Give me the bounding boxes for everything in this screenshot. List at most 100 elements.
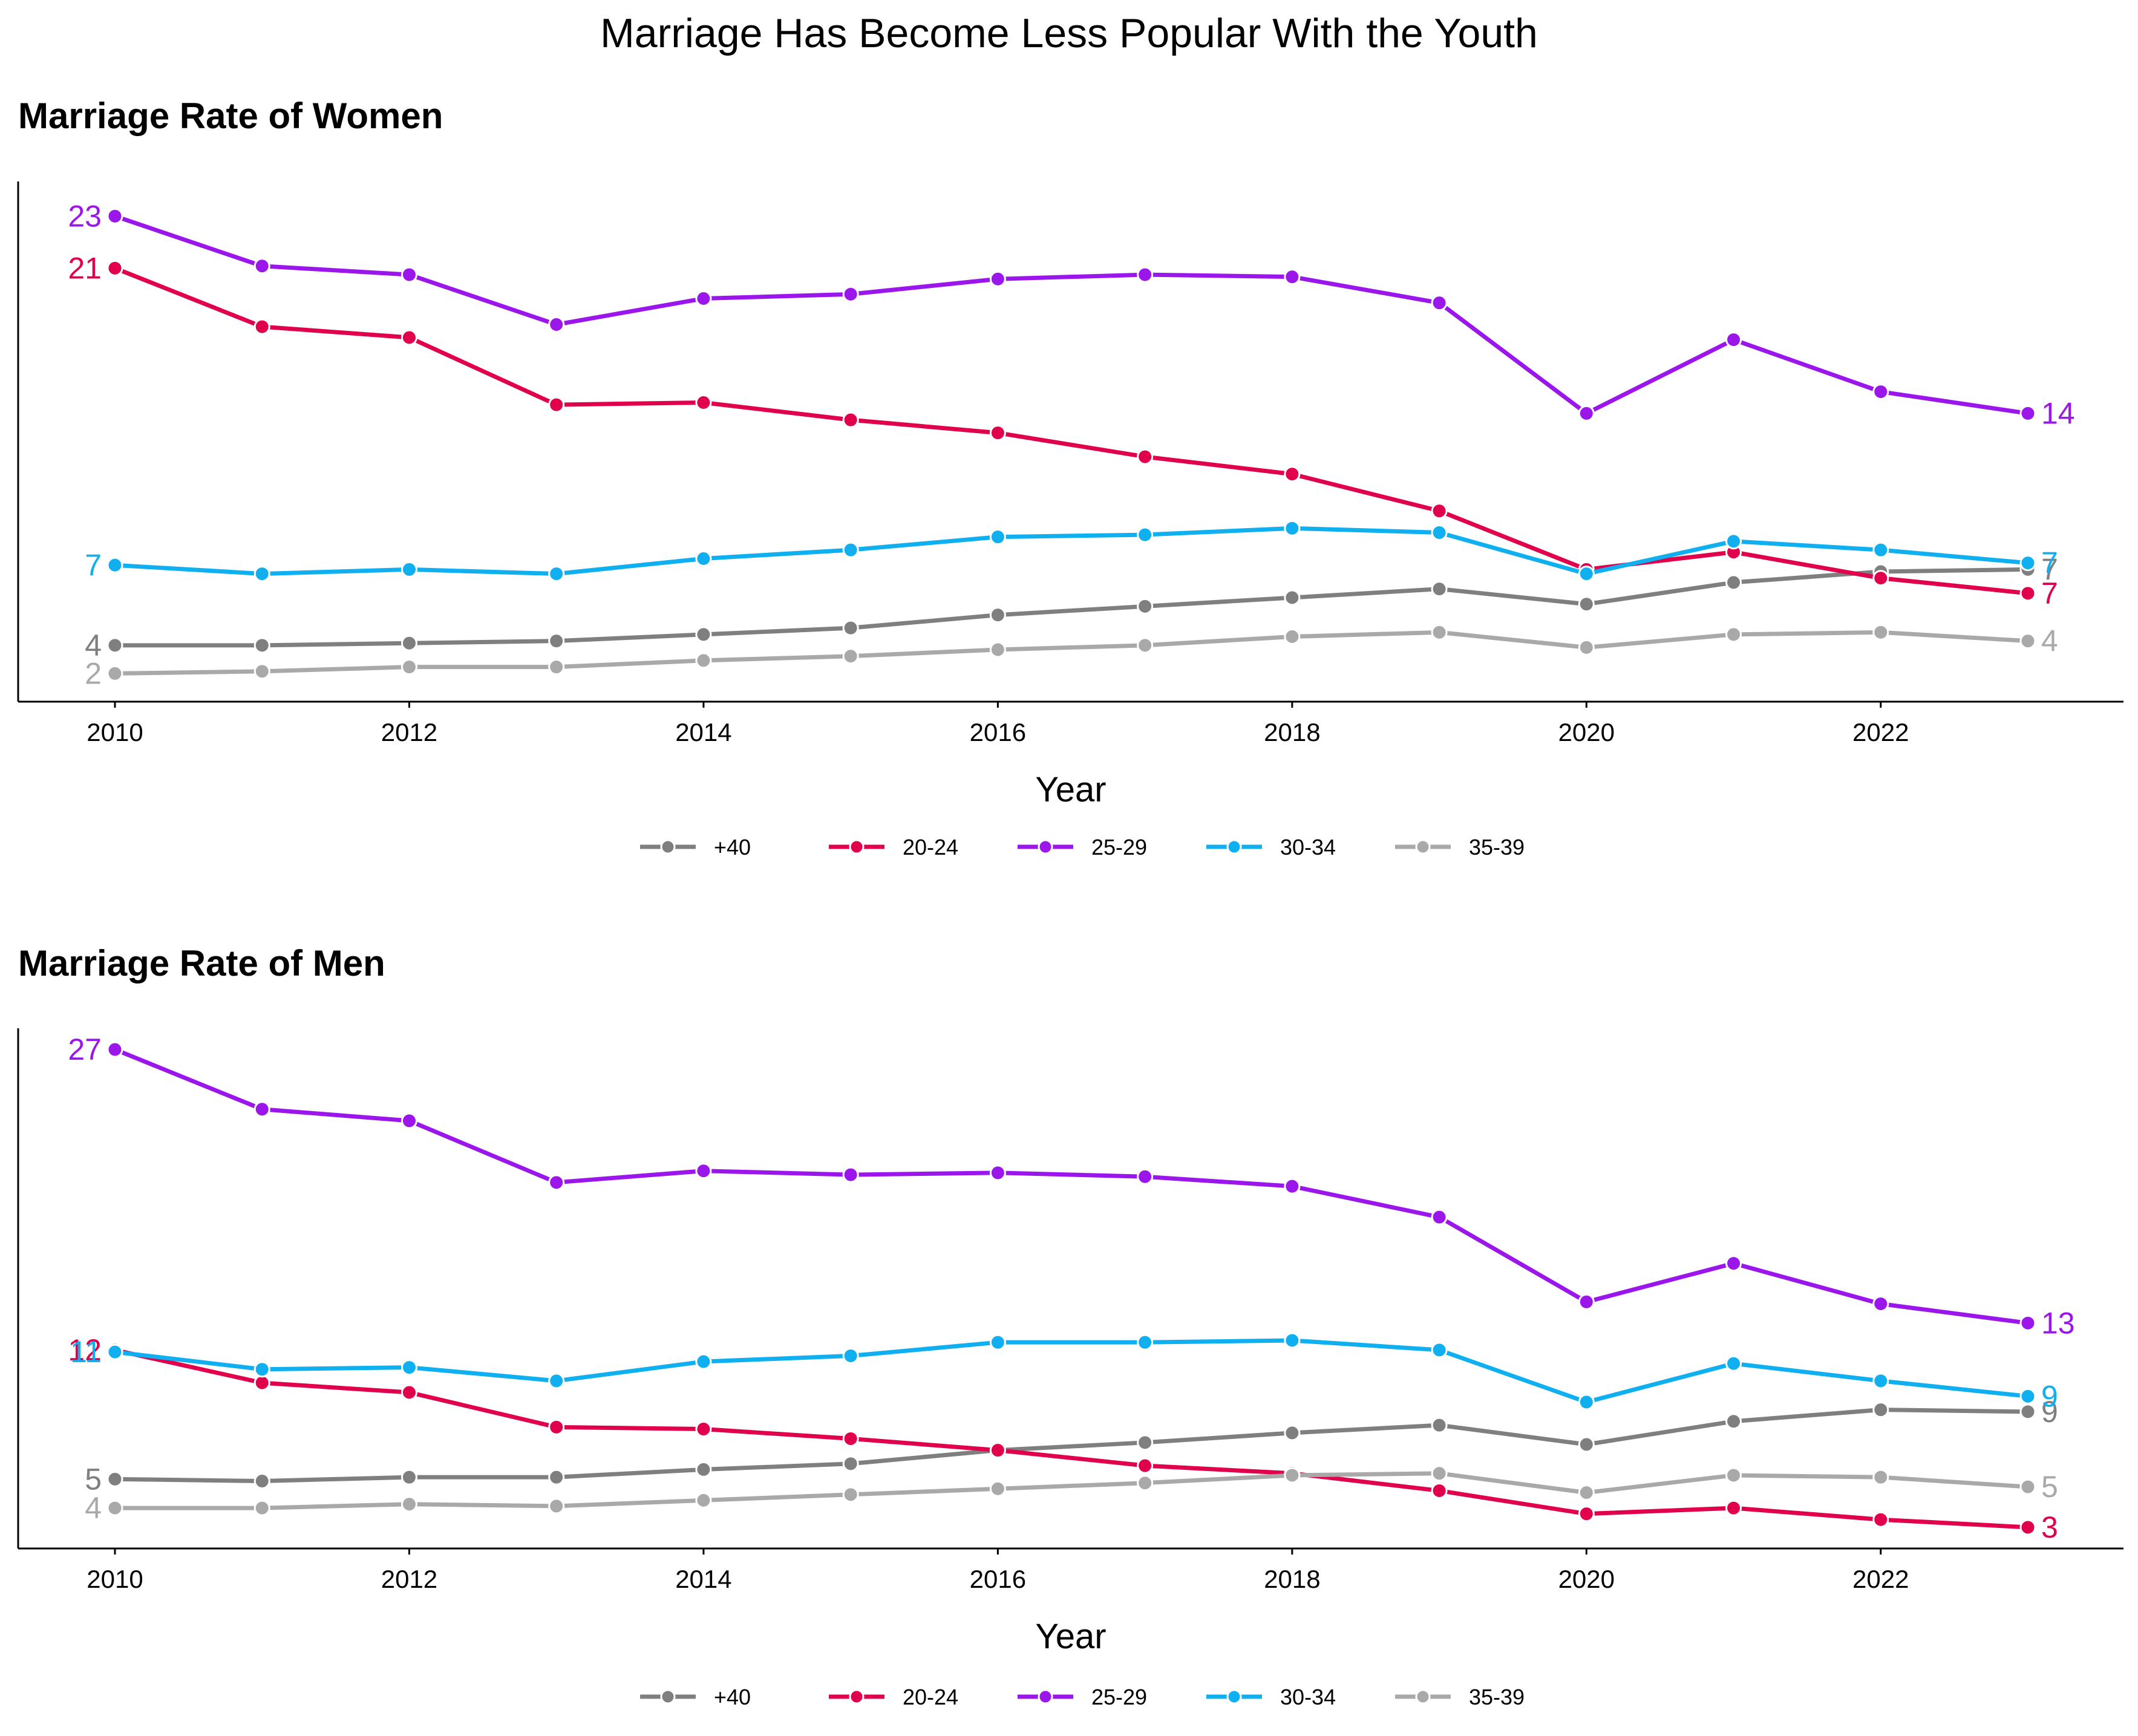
data-point [400, 329, 417, 346]
x-tick-label: 2022 [1852, 718, 1909, 746]
data-point [253, 1499, 270, 1516]
data-point [548, 1174, 565, 1191]
end-label: 14 [2041, 396, 2075, 430]
x-tick-label: 2020 [1558, 718, 1615, 746]
series-35-39 [106, 1465, 2036, 1516]
series-20-24 [106, 1342, 2036, 1536]
data-point [1725, 331, 1742, 348]
data-point [1872, 1402, 1889, 1418]
legend-label: 20-24 [903, 835, 958, 860]
data-point [1137, 1168, 1154, 1185]
data-point [695, 394, 712, 411]
data-point [1725, 1467, 1742, 1484]
legend-marker [1038, 1689, 1053, 1705]
legend-label: 30-34 [1280, 835, 1336, 860]
data-point [2019, 1314, 2036, 1331]
legend-marker [1415, 839, 1431, 855]
data-point [2019, 585, 2036, 602]
data-point [400, 1112, 417, 1129]
data-point [695, 1461, 712, 1478]
data-point [695, 626, 712, 643]
data-point [1284, 466, 1301, 483]
x-tick-label: 2010 [87, 1565, 143, 1593]
data-point [400, 561, 417, 578]
data-point [2019, 633, 2036, 650]
data-point [1284, 589, 1301, 606]
data-point [253, 1361, 270, 1378]
data-point [1431, 624, 1448, 641]
data-point [1578, 1436, 1595, 1453]
legend-item-25-29: 25-29 [1018, 835, 1147, 860]
data-point [695, 1163, 712, 1180]
start-label: 4 [85, 1491, 102, 1525]
legend: +40 20-24 25-29 30-34 35-39 [640, 1685, 1525, 1709]
data-point [695, 550, 712, 567]
legend-item-20-24: 20-24 [829, 1685, 958, 1709]
data-point [2019, 405, 2036, 422]
data-point [1725, 1355, 1742, 1372]
data-point [1725, 533, 1742, 550]
x-tick-label: 2016 [970, 1565, 1026, 1593]
series-line-plus40 [113, 567, 2030, 648]
data-point [1137, 1334, 1154, 1351]
data-point [842, 648, 859, 665]
legend-label: 25-29 [1091, 835, 1147, 860]
end-label: 7 [2041, 546, 2058, 580]
end-label: 9 [2041, 1395, 2058, 1429]
data-point [989, 1164, 1006, 1181]
end-label: 9 [2041, 1379, 2058, 1413]
legend-item-plus40: +40 [640, 835, 751, 860]
data-point [1431, 1465, 1448, 1482]
start-label: 11 [70, 1335, 102, 1369]
data-point [695, 290, 712, 307]
series-30-34 [106, 1332, 2036, 1411]
start-label: 5 [85, 1462, 102, 1496]
data-point [1284, 1467, 1301, 1484]
panel-men: Marriage Rate of Men 2010 2012 2014 2016 2018… [17, 943, 2123, 1709]
end-label: 4 [2041, 624, 2058, 658]
data-point [1284, 1332, 1301, 1349]
end-label: 5 [2041, 1470, 2058, 1504]
legend-marker [1415, 1689, 1431, 1705]
data-point [842, 1455, 859, 1472]
data-point [400, 266, 417, 283]
x-axis-title: Year [1035, 770, 1106, 809]
legend-item-30-34: 30-34 [1206, 835, 1336, 860]
data-point [400, 1496, 417, 1513]
data-point [989, 641, 1006, 658]
legend-item-20-24: 20-24 [829, 835, 958, 860]
x-tick-label: 2016 [970, 718, 1026, 746]
legend-marker [849, 1689, 865, 1705]
start-label: 2 [85, 656, 102, 690]
data-point [989, 425, 1006, 442]
data-point [400, 635, 417, 651]
data-point [1872, 541, 1889, 558]
series-25-29 [106, 1041, 2036, 1331]
data-point [842, 411, 859, 428]
data-point [1872, 1469, 1889, 1486]
panel-women: Marriage Rate of Women 2010 2012 2014 2016 20… [17, 96, 2123, 860]
end-label: 13 [2041, 1306, 2075, 1340]
series-plus40 [106, 561, 2036, 654]
data-point [400, 1384, 417, 1401]
data-point [842, 1347, 859, 1364]
legend-label: 25-29 [1091, 1685, 1147, 1709]
data-point [548, 1372, 565, 1389]
data-point [400, 1469, 417, 1486]
data-point [400, 1359, 417, 1376]
data-point [106, 1499, 123, 1516]
series-line-20-24 [113, 1348, 2030, 1530]
data-point [842, 1430, 859, 1447]
data-point [1578, 405, 1595, 422]
data-point [106, 259, 123, 276]
data-point [1137, 448, 1154, 465]
data-point [253, 566, 270, 582]
legend-item-25-29: 25-29 [1018, 1685, 1147, 1709]
data-point [106, 1343, 123, 1360]
data-point [1578, 1484, 1595, 1501]
start-label: 12 [68, 1333, 102, 1367]
data-point [548, 633, 565, 650]
legend-marker [1038, 839, 1053, 855]
data-point [1872, 624, 1889, 641]
data-point [253, 637, 270, 654]
